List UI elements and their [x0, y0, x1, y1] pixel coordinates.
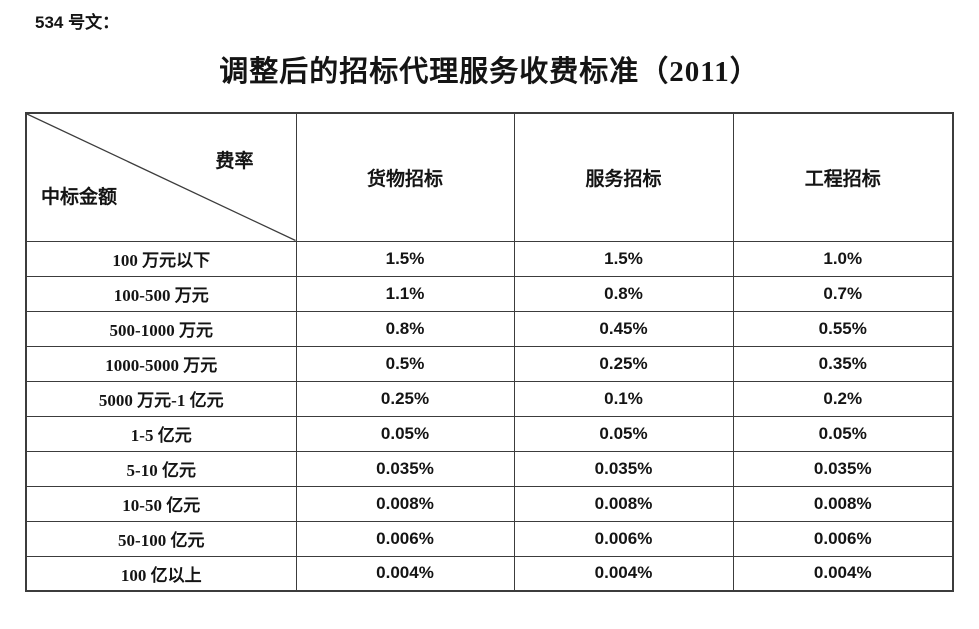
diagonal-divider-line: [27, 114, 296, 241]
rate-cell: 0.8%: [295, 310, 515, 347]
row-label: 100 万元以下: [25, 240, 297, 277]
rate-cell: 0.45%: [513, 310, 734, 347]
table-row: 100-500 万元 1.1% 0.8% 0.7%: [25, 275, 954, 312]
row-label: 5-10 亿元: [25, 450, 297, 487]
table-row: 50-100 亿元 0.006% 0.006% 0.006%: [25, 520, 954, 557]
table-row: 500-1000 万元 0.8% 0.45% 0.55%: [25, 310, 954, 347]
rate-cell: 0.008%: [513, 485, 734, 522]
rate-cell: 0.008%: [295, 485, 515, 522]
row-label: 500-1000 万元: [25, 310, 297, 347]
rate-cell: 0.035%: [732, 450, 954, 487]
rate-cell: 0.05%: [732, 415, 954, 452]
corner-label-rate: 费率: [215, 151, 254, 172]
rate-cell: 1.5%: [513, 240, 734, 277]
header-row: 费率 中标金额 货物招标 服务招标 工程招标: [25, 112, 954, 242]
column-header-engineering-bidding: 工程招标: [732, 112, 954, 242]
table-row: 10-50 亿元 0.008% 0.008% 0.008%: [25, 485, 954, 522]
row-label: 10-50 亿元: [25, 485, 297, 522]
rate-cell: 0.008%: [732, 485, 954, 522]
table-row: 5000 万元-1 亿元 0.25% 0.1% 0.2%: [25, 380, 954, 417]
rate-cell: 0.006%: [295, 520, 515, 557]
rate-cell: 0.55%: [732, 310, 954, 347]
rate-cell: 0.35%: [732, 345, 954, 382]
table-row: 100 万元以下 1.5% 1.5% 1.0%: [25, 240, 954, 277]
doc-number-label: 534 号文：: [35, 13, 120, 32]
rate-cell: 0.004%: [295, 555, 515, 592]
rate-cell: 0.035%: [513, 450, 734, 487]
rate-cell: 0.25%: [295, 380, 515, 417]
rate-cell: 0.8%: [513, 275, 734, 312]
rate-cell: 0.05%: [295, 415, 515, 452]
row-label: 100-500 万元: [25, 275, 297, 312]
fee-table: 费率 中标金额 货物招标 服务招标 工程招标 100 万元以下 1.5% 1.5…: [25, 112, 954, 592]
rate-cell: 0.006%: [732, 520, 954, 557]
rate-cell: 0.05%: [513, 415, 734, 452]
table-row: 1-5 亿元 0.05% 0.05% 0.05%: [25, 415, 954, 452]
rate-cell: 1.5%: [295, 240, 515, 277]
rate-cell: 0.2%: [732, 380, 954, 417]
rate-cell: 0.035%: [295, 450, 515, 487]
corner-header-cell: 费率 中标金额: [25, 112, 297, 242]
rate-cell: 0.25%: [513, 345, 734, 382]
row-label: 50-100 亿元: [25, 520, 297, 557]
row-label: 1-5 亿元: [25, 415, 297, 452]
column-header-service-bidding: 服务招标: [513, 112, 734, 242]
corner-label-amount: 中标金额: [41, 187, 118, 208]
table-row: 100 亿以上 0.004% 0.004% 0.004%: [25, 555, 954, 592]
rate-cell: 0.004%: [732, 555, 954, 592]
page-title: 调整后的招标代理服务收费标准（2011）: [219, 56, 760, 88]
row-label: 5000 万元-1 亿元: [25, 380, 297, 417]
row-label: 1000-5000 万元: [25, 345, 297, 382]
row-label: 100 亿以上: [25, 555, 297, 592]
rate-cell: 0.7%: [732, 275, 954, 312]
rate-cell: 0.1%: [513, 380, 734, 417]
rate-cell: 1.0%: [732, 240, 954, 277]
table-row: 1000-5000 万元 0.5% 0.25% 0.35%: [25, 345, 954, 382]
column-header-goods-bidding: 货物招标: [295, 112, 515, 242]
rate-cell: 0.5%: [295, 345, 515, 382]
table-row: 5-10 亿元 0.035% 0.035% 0.035%: [25, 450, 954, 487]
rate-cell: 0.004%: [513, 555, 734, 592]
rate-cell: 1.1%: [295, 275, 515, 312]
rate-cell: 0.006%: [513, 520, 734, 557]
